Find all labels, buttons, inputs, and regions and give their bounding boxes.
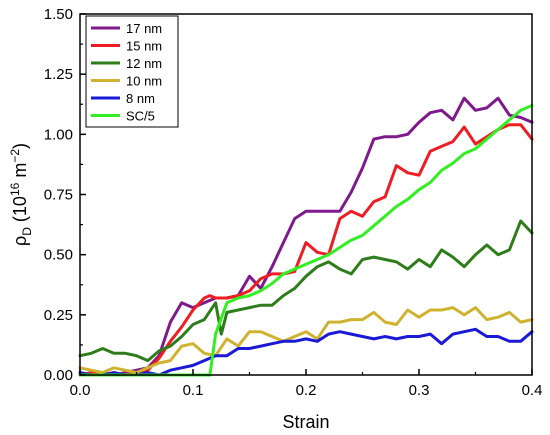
y-axis-title-subscript: D — [20, 227, 34, 236]
x-tick-label: 0.1 — [183, 382, 204, 399]
series-line-4 — [78, 306, 534, 375]
plot-lines — [78, 96, 534, 377]
y-axis-title-unit: m — [10, 163, 30, 183]
legend-label: SC/5 — [126, 109, 155, 124]
legend-label: 12 nm — [126, 56, 162, 71]
y-tick-label: 1.25 — [44, 66, 73, 83]
legend-label: 17 nm — [126, 21, 162, 36]
y-tick-label: 0.50 — [44, 247, 73, 264]
legend-label: 10 nm — [126, 74, 162, 89]
y-tick-label: 1.50 — [44, 6, 73, 23]
y-axis-title: ρD (1016 m−2) — [8, 143, 34, 246]
y-tick-label: 0.25 — [44, 307, 73, 324]
series-line-3 — [78, 219, 534, 363]
legend-label: 8 nm — [126, 91, 155, 106]
axis-ticks: 0.0 0.1 0.2 0.3 0.4 0.00 0.25 0.50 0.75 1.00 1.25 1… — [44, 6, 543, 399]
y-axis-title-unit-exponent: −2 — [8, 149, 22, 163]
y-axis-title-symbol: ρ — [10, 236, 30, 246]
x-tick-label: 0.2 — [296, 382, 317, 399]
x-tick-label: 0.3 — [409, 382, 430, 399]
x-tick-label: 0.0 — [70, 382, 91, 399]
series-line-1 — [78, 96, 534, 377]
x-tick-label: 0.4 — [522, 382, 543, 399]
y-axis-title-close: ) — [10, 143, 30, 149]
legend-box — [85, 15, 179, 128]
y-tick-label: 0.75 — [44, 187, 73, 204]
x-axis-title: Strain — [282, 412, 329, 432]
y-tick-label: 0.00 — [44, 367, 73, 384]
series-line-6 — [78, 104, 534, 377]
y-axis-title-exponent: 16 — [8, 182, 22, 196]
y-tick-label: 1.00 — [44, 126, 73, 143]
y-axis-title-paren: (10 — [10, 196, 30, 227]
legend: 17 nm 15 nm 12 nm 10 nm 8 nm SC/5 — [85, 15, 179, 128]
legend-label: 15 nm — [126, 39, 162, 54]
series-line-2 — [78, 123, 534, 377]
